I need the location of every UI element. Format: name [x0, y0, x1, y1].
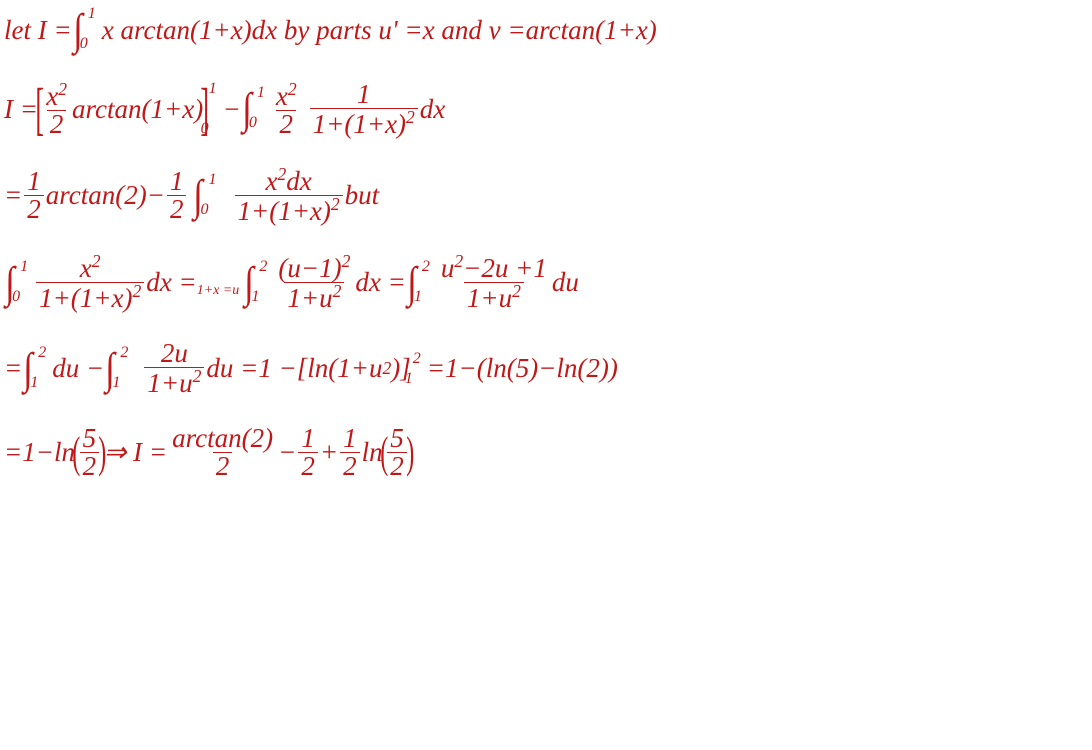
- bracket-lower: 1: [405, 371, 413, 387]
- int-upper: 1: [209, 172, 217, 188]
- left-paren: (: [72, 431, 80, 475]
- int-upper: 1: [20, 259, 28, 275]
- left-bracket: [: [35, 80, 44, 138]
- int-upper: 2: [259, 259, 267, 275]
- fraction: 1 2: [167, 168, 187, 223]
- text: but: [345, 182, 380, 209]
- fraction: 5 2: [80, 425, 100, 480]
- substitution-note: 1+x =u: [197, 284, 240, 298]
- int-lower: 0: [249, 115, 257, 131]
- line-4: ∫ 0 1 x2 1+(1+x)2 dx = 1+x =u ∫ 1 2 (u−1…: [4, 253, 1088, 312]
- text: −: [278, 439, 296, 466]
- fraction: x2dx 1+(1+x)2: [235, 166, 343, 225]
- int-lower: 1: [414, 289, 422, 305]
- text: du =1 −[ln(1+u: [206, 355, 382, 382]
- int-upper: 1: [88, 6, 96, 22]
- text: +: [320, 439, 338, 466]
- text: dx =: [355, 269, 405, 296]
- int-lower: 1: [251, 289, 259, 305]
- bracket-lower: 0: [201, 121, 209, 137]
- left-paren: (: [380, 431, 388, 475]
- int-upper: 2: [38, 345, 46, 361]
- int-lower: 0: [201, 202, 209, 218]
- fraction: 1 2: [298, 425, 318, 480]
- right-paren: ): [98, 431, 106, 475]
- int-lower: 1: [30, 375, 38, 391]
- fraction: x2 2: [43, 81, 70, 138]
- text: x arctan(1+x)dx by parts u' =x and v =ar…: [102, 17, 657, 44]
- text: =1−ln: [4, 439, 75, 466]
- int-upper: 2: [120, 345, 128, 361]
- line-5: = ∫ 1 2 du − ∫ 1 2 2u 1+u2 du =1 −[ln(1+…: [4, 340, 1088, 397]
- text: arctan(1+x): [72, 96, 203, 123]
- text: =1−(ln(5)−ln(2)): [427, 355, 618, 382]
- int-upper: 1: [257, 85, 265, 101]
- line-3: = 1 2 arctan(2)− 1 2 ∫ 0 1 x2dx 1+(1+x)2…: [4, 166, 1088, 225]
- int-lower: 0: [12, 289, 20, 305]
- text: du: [552, 269, 579, 296]
- text: =: [4, 182, 22, 209]
- text: arctan(2)−: [46, 182, 165, 209]
- text: ⇒ I =: [104, 439, 167, 466]
- bracket-upper: 2: [413, 351, 421, 367]
- fraction: x2 2: [273, 81, 300, 138]
- text: I =: [4, 96, 38, 123]
- fraction: u2−2u +1 1+u2: [438, 253, 550, 312]
- line-2: I = [ x2 2 arctan(1+x) ] 0 1 − ∫ 0 1 x2 …: [4, 80, 1088, 138]
- right-paren: ): [406, 431, 414, 475]
- text: dx =: [146, 269, 196, 296]
- int-lower: 1: [112, 375, 120, 391]
- text: let I =: [4, 17, 72, 44]
- fraction: 2u 1+u2: [144, 340, 204, 397]
- fraction: 1 2: [340, 425, 360, 480]
- fraction: 1 2: [24, 168, 44, 223]
- text: du −: [52, 355, 104, 382]
- text: −: [223, 96, 241, 123]
- int-lower: 0: [80, 36, 88, 52]
- fraction: arctan(2) 2: [169, 425, 276, 480]
- fraction: (u−1)2 1+u2: [275, 253, 353, 312]
- int-upper: 2: [422, 259, 430, 275]
- line-6: =1−ln ( 5 2 ) ⇒ I = arctan(2) 2 − 1 2 + …: [4, 425, 1088, 480]
- fraction: 1 1+(1+x)2: [310, 81, 418, 138]
- bracket-upper: 1: [209, 81, 217, 97]
- text: dx: [420, 96, 445, 123]
- fraction: x2 1+(1+x)2: [36, 253, 144, 312]
- text: =: [4, 355, 22, 382]
- line-1: let I = ∫ 0 1 x arctan(1+x)dx by parts u…: [4, 8, 1088, 52]
- fraction: 5 2: [387, 425, 407, 480]
